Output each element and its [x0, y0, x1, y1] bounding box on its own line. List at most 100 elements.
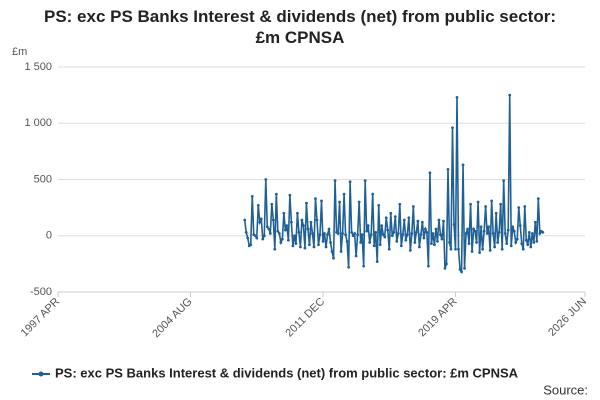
point — [356, 233, 360, 237]
point — [320, 199, 323, 203]
point — [479, 225, 483, 229]
point — [494, 211, 498, 215]
y-tick-label: 0 — [46, 230, 52, 242]
point — [279, 241, 283, 244]
point — [285, 224, 289, 228]
point — [294, 242, 298, 246]
point — [280, 237, 284, 241]
point — [464, 232, 468, 235]
point — [258, 220, 262, 224]
point — [496, 241, 500, 244]
point — [255, 236, 259, 240]
point — [460, 270, 463, 274]
point — [332, 256, 335, 260]
point — [341, 232, 344, 235]
point — [437, 218, 441, 222]
point — [425, 230, 429, 234]
point — [503, 232, 507, 235]
x-tick-label: 2011 DEC — [283, 296, 327, 340]
point — [423, 227, 427, 231]
point — [338, 200, 341, 204]
point — [383, 235, 387, 239]
point — [427, 264, 430, 268]
point — [520, 242, 524, 246]
point — [529, 245, 533, 249]
point — [315, 218, 319, 222]
point — [306, 227, 310, 231]
point — [530, 232, 534, 235]
source: Source: — [543, 382, 588, 397]
point — [262, 234, 266, 238]
point — [485, 232, 489, 235]
point — [273, 247, 277, 251]
y-unit: £m — [12, 46, 27, 58]
point — [511, 225, 515, 229]
point — [488, 248, 492, 252]
point — [399, 244, 403, 248]
point — [286, 238, 290, 242]
point — [249, 243, 253, 247]
point — [401, 233, 405, 237]
y-tick-label: -500 — [30, 286, 52, 298]
x-tick-label: 1997 APR — [19, 296, 63, 340]
point — [420, 220, 424, 224]
x-tick-label: 2026 JUN — [546, 296, 589, 339]
point — [330, 250, 334, 253]
point — [395, 239, 399, 243]
point — [389, 211, 393, 215]
point — [407, 216, 411, 220]
point — [333, 179, 337, 183]
point — [329, 241, 332, 244]
point — [469, 202, 472, 206]
point — [347, 265, 351, 269]
point — [264, 178, 268, 181]
point — [452, 223, 456, 226]
point — [283, 228, 287, 232]
point — [387, 247, 391, 251]
point — [396, 232, 400, 235]
point — [297, 230, 301, 234]
point — [398, 202, 402, 206]
point — [256, 203, 260, 207]
legend-label: PS: exc PS Banks Interest & dividends (n… — [55, 365, 519, 380]
point — [532, 241, 536, 244]
point — [506, 228, 510, 232]
x-tick-label: 2004 AUG — [150, 296, 194, 340]
point — [538, 232, 542, 235]
point — [470, 250, 474, 253]
point — [365, 229, 369, 233]
point — [360, 233, 364, 237]
point — [481, 247, 485, 251]
point — [439, 233, 442, 237]
point — [518, 224, 522, 228]
point — [308, 243, 311, 247]
point — [416, 219, 420, 223]
point — [324, 245, 328, 249]
point — [514, 241, 518, 244]
point — [472, 227, 475, 231]
point — [302, 224, 305, 228]
point — [327, 227, 331, 231]
point — [433, 243, 436, 247]
point — [491, 232, 495, 235]
point — [289, 220, 293, 224]
point — [259, 217, 263, 221]
point — [267, 227, 271, 231]
point — [384, 216, 388, 220]
point — [323, 232, 326, 235]
point — [449, 247, 453, 251]
point — [445, 262, 448, 266]
point — [305, 201, 308, 205]
point — [339, 250, 343, 253]
point — [243, 218, 247, 222]
point — [300, 218, 304, 222]
point — [446, 167, 450, 171]
point — [536, 197, 540, 201]
point — [509, 244, 513, 248]
point — [336, 232, 340, 235]
point — [413, 241, 417, 244]
point — [524, 238, 528, 242]
point — [393, 215, 397, 219]
point — [371, 192, 375, 196]
